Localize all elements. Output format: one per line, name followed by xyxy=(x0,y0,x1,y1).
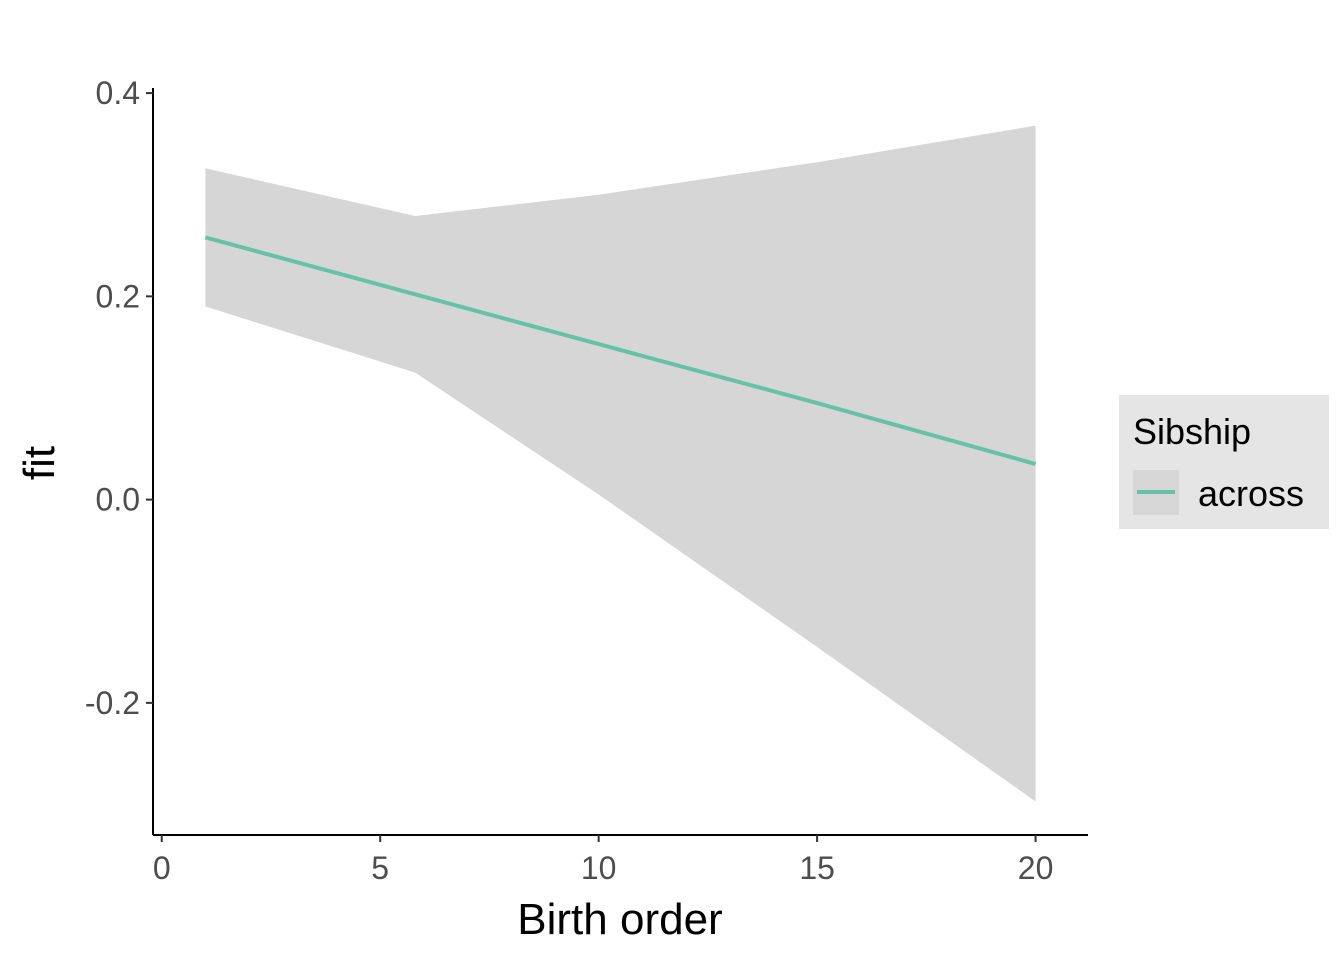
x-axis-ticks: 0 5 10 15 20 xyxy=(153,835,1054,886)
confidence-band-layer xyxy=(205,125,1036,802)
x-tick-label: 5 xyxy=(371,850,389,886)
x-axis-title: Birth order xyxy=(517,895,722,944)
y-axis-title: fit xyxy=(15,446,64,480)
legend-label-across: across xyxy=(1198,473,1304,514)
confidence-band-across xyxy=(205,125,1036,802)
y-tick-label: 0.0 xyxy=(96,482,140,518)
x-tick-label: 20 xyxy=(1018,850,1054,886)
y-tick-label: -0.2 xyxy=(85,685,140,721)
y-tick-label: 0.4 xyxy=(96,75,140,111)
x-tick-label: 10 xyxy=(581,850,617,886)
fit-line-across xyxy=(204,235,1037,466)
fit-line-layer xyxy=(204,235,1037,466)
x-tick-label: 15 xyxy=(799,850,835,886)
legend: Sibship across xyxy=(1119,395,1329,529)
y-tick-label: 0.2 xyxy=(96,278,140,314)
y-axis-ticks: -0.2 0.0 0.2 0.4 xyxy=(85,75,153,721)
x-tick-label: 0 xyxy=(153,850,171,886)
legend-title: Sibship xyxy=(1133,411,1251,452)
